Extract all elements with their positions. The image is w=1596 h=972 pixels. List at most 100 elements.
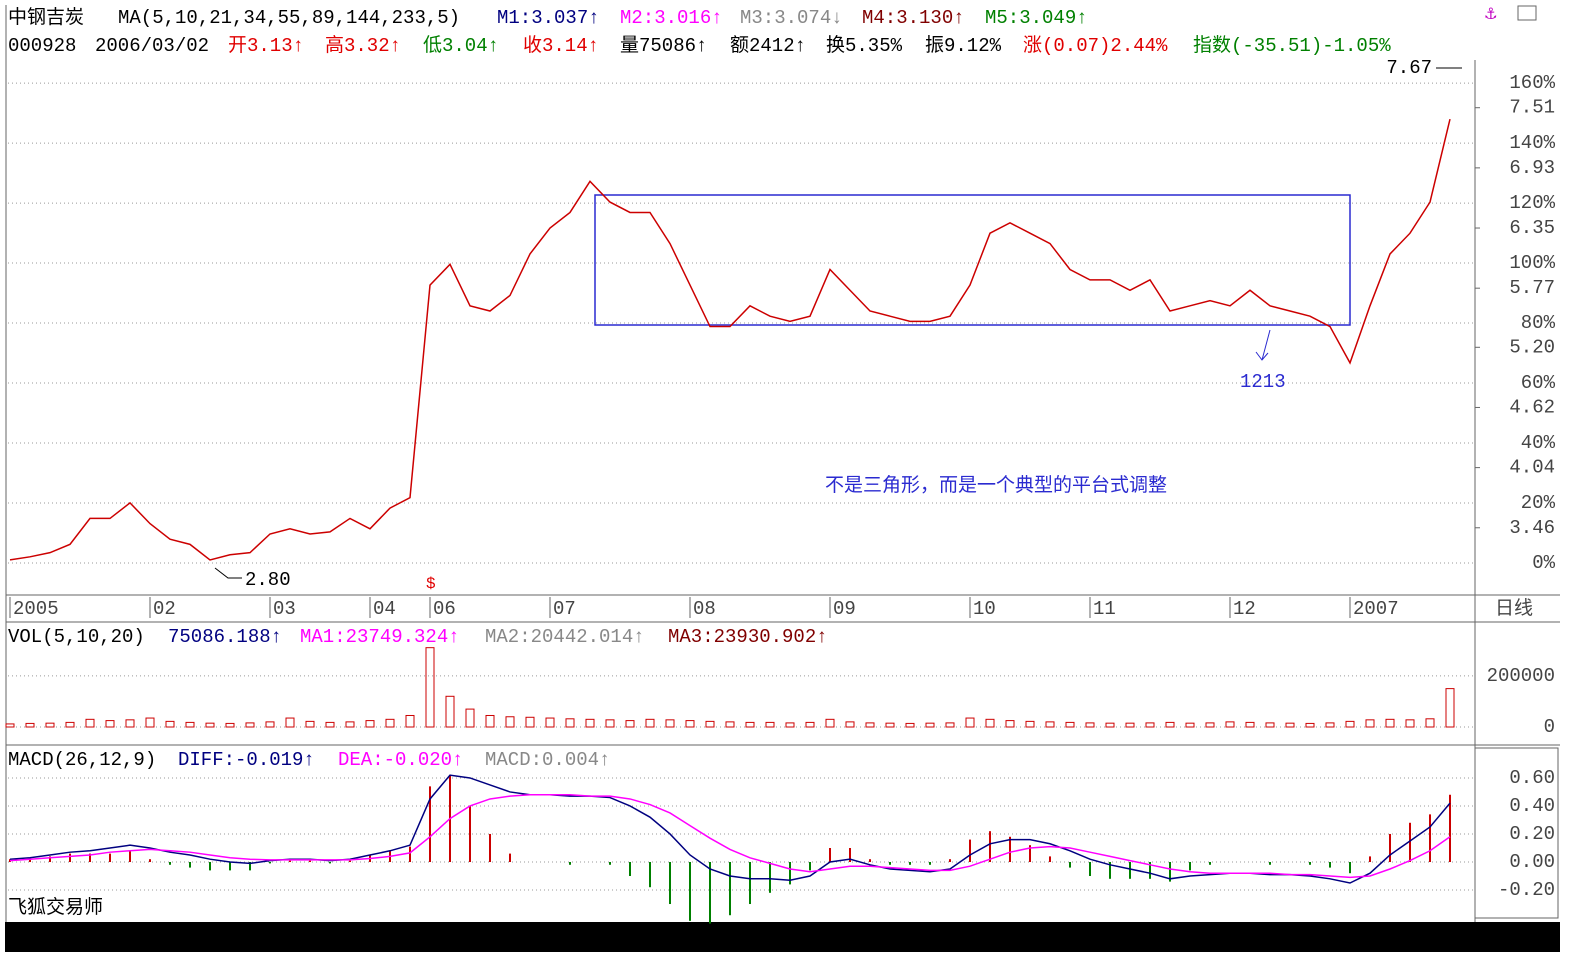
volume-bar xyxy=(125,719,135,728)
readout: 额2412↑ xyxy=(730,34,806,57)
volume-bar xyxy=(365,720,375,728)
volume-bar xyxy=(1405,719,1415,728)
volume-bar xyxy=(225,722,235,728)
volume-bar xyxy=(1345,720,1355,728)
frame xyxy=(5,5,1560,922)
volume-bar xyxy=(765,721,775,728)
leader xyxy=(214,567,242,579)
volume-bar xyxy=(985,718,995,728)
y-tick-label: 100% xyxy=(1509,252,1555,274)
macd-line xyxy=(9,774,1451,884)
readout: M2:3.016↑ xyxy=(620,7,723,29)
volume-bar xyxy=(185,721,195,728)
volume-bar xyxy=(465,708,475,728)
volume-bar xyxy=(1265,722,1275,728)
volume-bar xyxy=(945,722,955,728)
readout: DEA:-0.020↑ xyxy=(338,749,463,771)
y-tick-label: 6.93 xyxy=(1509,157,1555,179)
volume-bar xyxy=(1245,721,1255,728)
ma-params: MA(5,10,21,34,55,89,144,233,5) xyxy=(118,7,460,29)
y-tick-label: 80% xyxy=(1521,312,1556,334)
volume-bar xyxy=(25,722,35,728)
volume-bar xyxy=(1145,722,1155,728)
x-tick-label: 2007 xyxy=(1353,598,1399,620)
volume-bar xyxy=(1025,720,1035,728)
volume-bar xyxy=(45,722,55,728)
volume-bar xyxy=(605,719,615,728)
macd-line xyxy=(9,794,1451,879)
volume-bar xyxy=(1125,722,1135,728)
y-tick-label: 200000 xyxy=(1487,665,1555,687)
marker: $ xyxy=(426,575,436,593)
volume-bar xyxy=(1305,722,1315,728)
y-tick-label: 60% xyxy=(1521,372,1556,394)
y-tick-label: 3.46 xyxy=(1509,517,1555,539)
range-box xyxy=(594,194,1351,326)
price-line xyxy=(9,118,1451,561)
x-tick-label: 04 xyxy=(373,598,396,620)
readout: M1:3.037↑ xyxy=(497,7,600,29)
readout: 涨(0.07)2.44% xyxy=(1023,34,1168,57)
readout: M4:3.130↑ xyxy=(862,7,965,29)
volume-bar xyxy=(145,717,155,728)
volume-bar xyxy=(425,647,435,728)
volume-bar xyxy=(1185,722,1195,728)
volume-bar xyxy=(245,722,255,728)
volume-bar xyxy=(1285,722,1295,728)
y-tick-label: 20% xyxy=(1521,492,1556,514)
volume-bar xyxy=(1385,718,1395,728)
period-label: 日线 xyxy=(1495,597,1533,620)
y-tick-label: 0.60 xyxy=(1509,767,1555,789)
volume-bar xyxy=(825,718,835,728)
stock-name: 中钢吉炭 xyxy=(8,6,84,29)
volume-bar xyxy=(965,717,975,728)
x-tick-label: 10 xyxy=(973,598,996,620)
y-tick-label: 7.51 xyxy=(1509,97,1555,119)
readout: M3:3.074↓ xyxy=(740,7,843,29)
volume-bar xyxy=(485,714,495,728)
volume-bar xyxy=(65,721,75,728)
icon[interactable]: ⚓ xyxy=(1485,3,1497,25)
readout: M5:3.049↑ xyxy=(985,7,1088,29)
volume-bar xyxy=(525,716,535,728)
readout: 量75086↑ xyxy=(620,35,707,57)
volume-bar xyxy=(1165,721,1175,728)
volume-bar xyxy=(5,723,15,728)
volume-bar xyxy=(1425,718,1435,728)
readout: 振9.12% xyxy=(925,34,1002,57)
volume-bar xyxy=(205,722,215,728)
volume-bar xyxy=(625,720,635,728)
readout: 指数(-35.51)-1.05% xyxy=(1193,34,1391,57)
volume-bar xyxy=(405,714,415,728)
volume-bar xyxy=(645,718,655,728)
x-tick-label: 06 xyxy=(433,598,456,620)
volume-bar xyxy=(165,720,175,728)
volume-bar xyxy=(585,718,595,728)
y-tick-label: 0.00 xyxy=(1509,851,1555,873)
y-tick-label: 0.20 xyxy=(1509,823,1555,845)
readout: MA2:20442.014↑ xyxy=(485,626,645,648)
readout: 收3.14↑ xyxy=(523,34,599,57)
y-tick-label: 0 xyxy=(1544,716,1555,738)
y-tick-label: 140% xyxy=(1509,132,1555,154)
volume-bar xyxy=(1045,721,1055,728)
volume-bar xyxy=(665,719,675,728)
readout: 开3.13↑ xyxy=(228,35,304,57)
window-button[interactable] xyxy=(1517,5,1537,21)
readout: MACD:0.004↑ xyxy=(485,749,610,771)
volume-bar xyxy=(505,716,515,728)
volume-bar xyxy=(1105,722,1115,728)
high-label: 7.67 xyxy=(1386,57,1432,79)
x-tick-label: 2005 xyxy=(13,598,59,620)
readout: 低3.04↑ xyxy=(423,34,499,57)
y-tick-label: 4.62 xyxy=(1509,396,1555,418)
volume-bar xyxy=(445,695,455,728)
status-bar xyxy=(5,922,1560,952)
volume-bar xyxy=(85,718,95,728)
volume-bar xyxy=(885,722,895,728)
x-tick-label: 07 xyxy=(553,598,576,620)
arrow xyxy=(1255,329,1271,361)
volume-bar xyxy=(1325,722,1335,728)
volume-bar xyxy=(105,720,115,728)
